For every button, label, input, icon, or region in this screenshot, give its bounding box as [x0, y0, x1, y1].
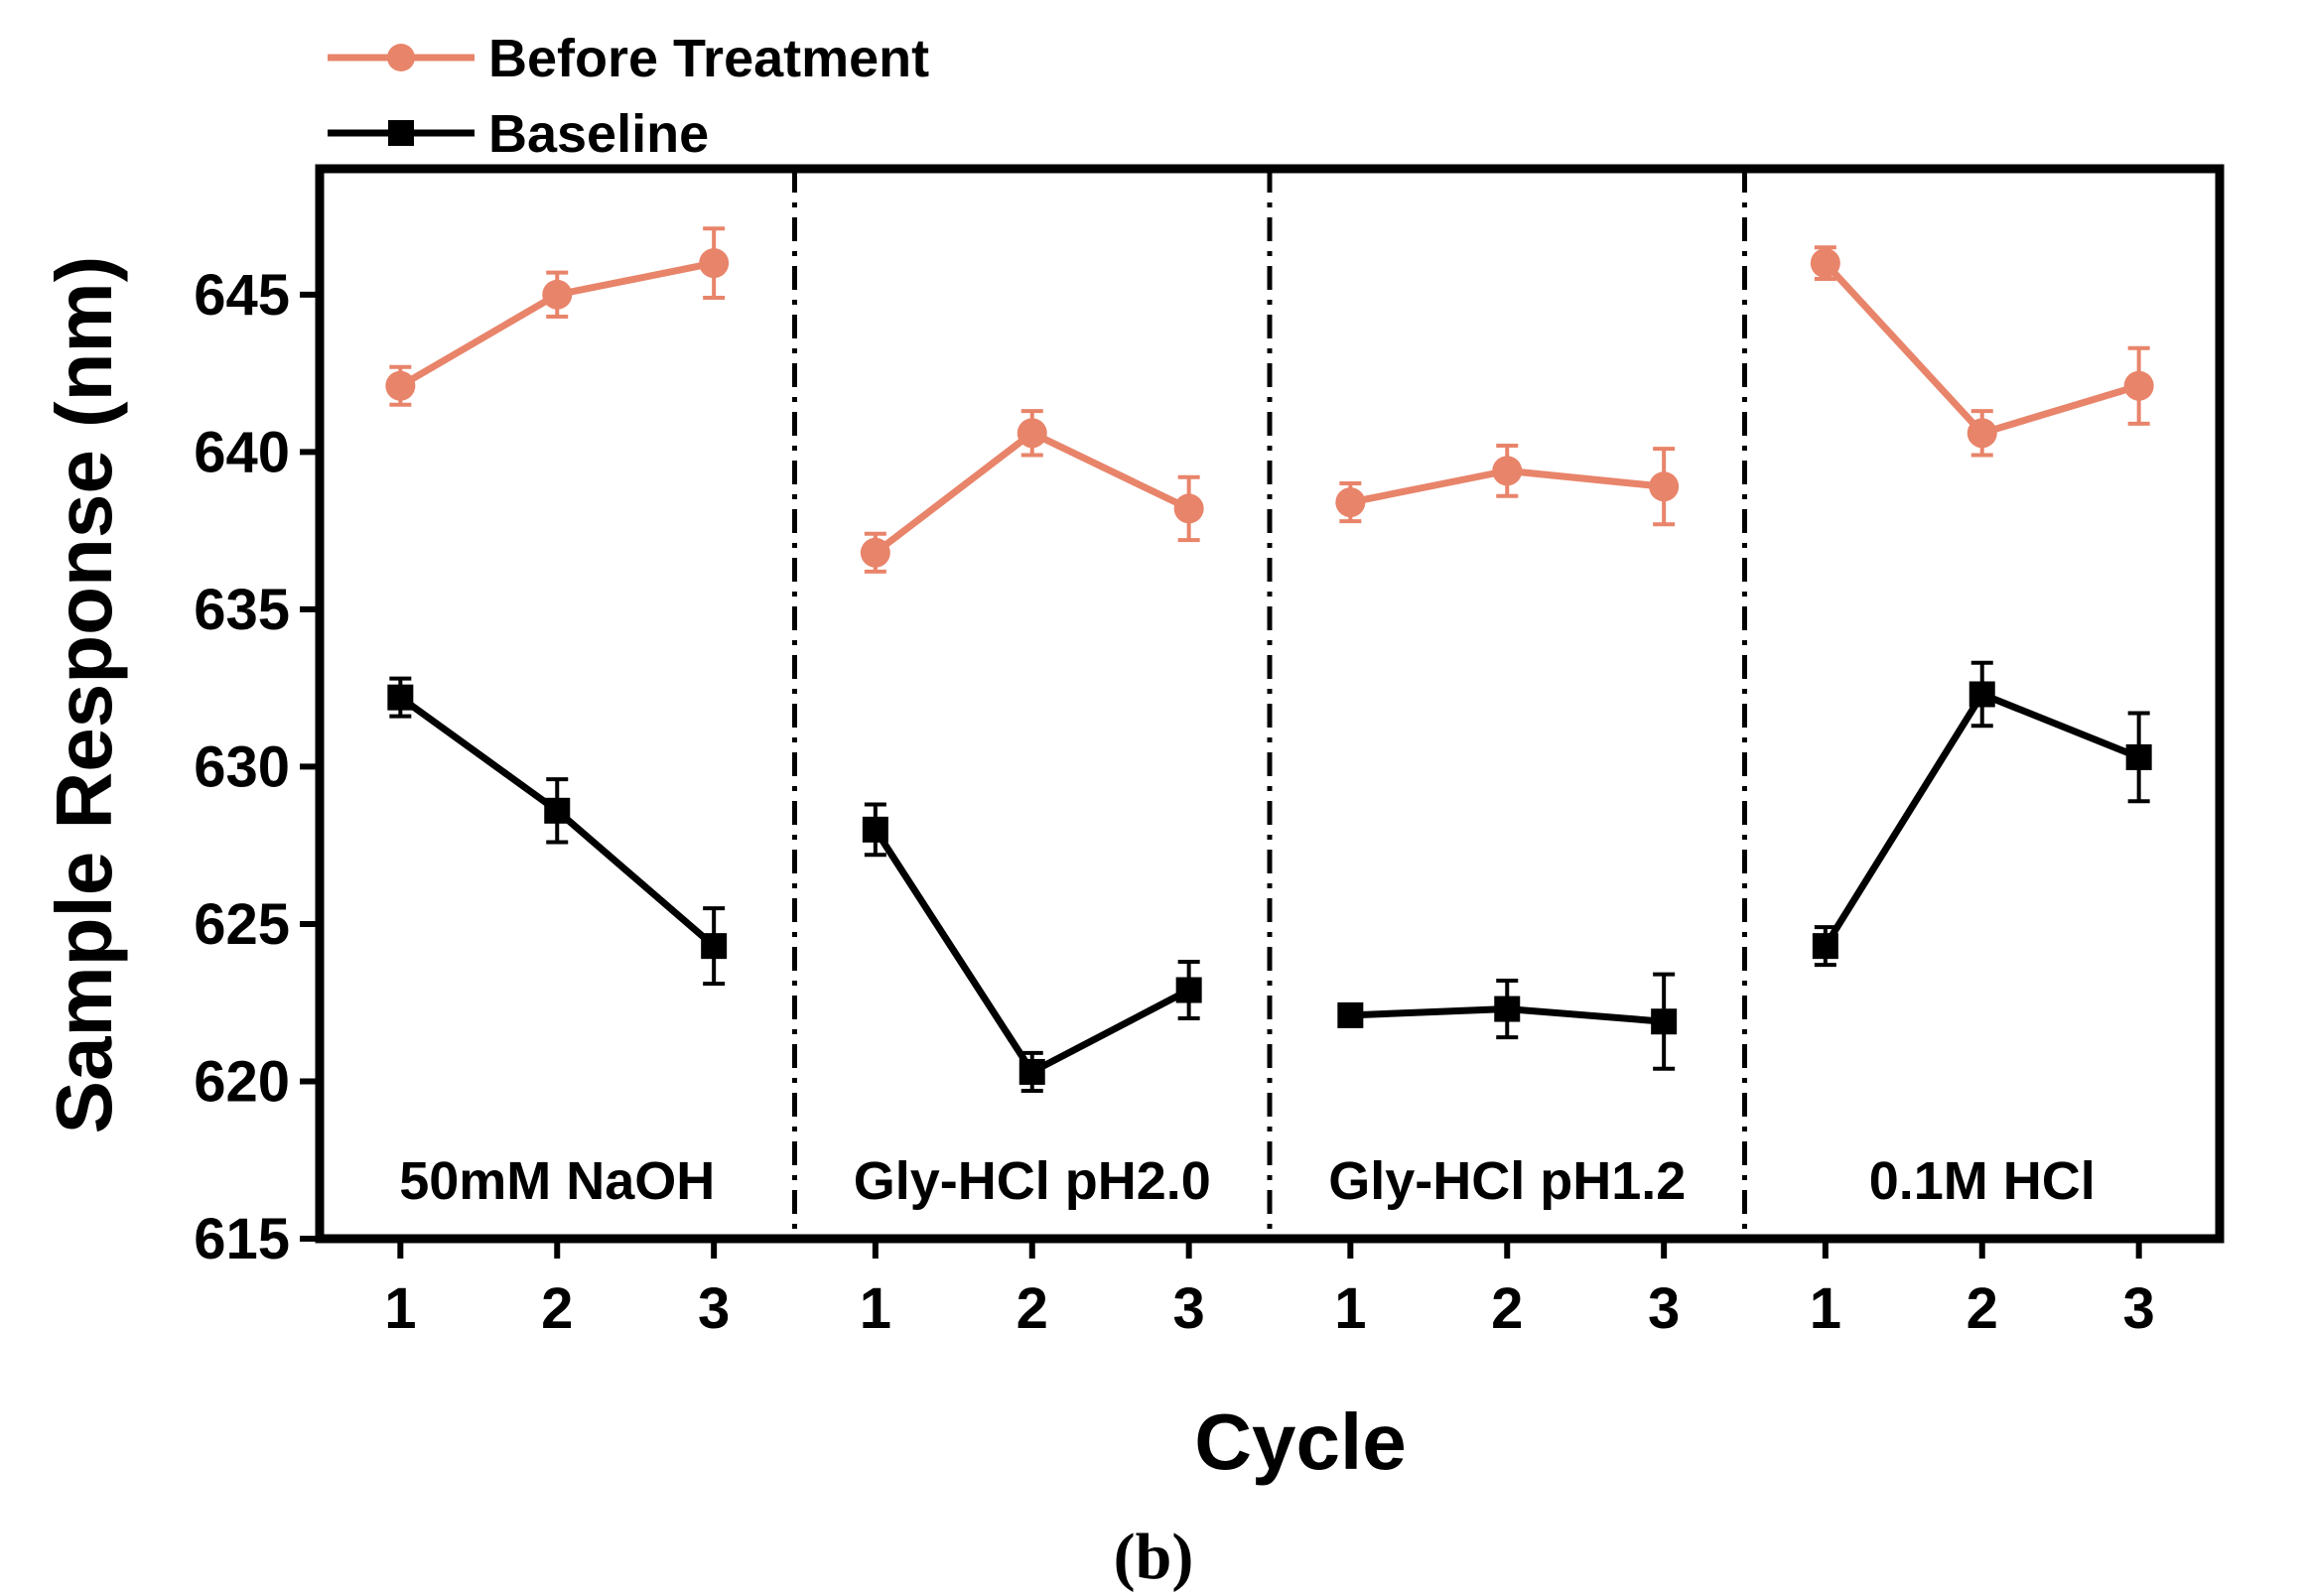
data-point: [1968, 681, 1995, 708]
x-tick-label: 2: [1017, 1276, 1048, 1341]
series-line: [1822, 690, 2140, 948]
data-point: [1335, 487, 1366, 518]
x-tick-label: 1: [1810, 1276, 1841, 1341]
legend-marker: [388, 120, 414, 146]
plot-area: 50mM NaOH Gly-HCl pH2.0 Gly-HCl pH1.2 0.1M …: [315, 164, 2225, 1244]
series-baseline: [387, 660, 2152, 1093]
y-axis: 615 620 625 630 635 640 645: [194, 263, 320, 1271]
figure-caption: (b): [1114, 1521, 1194, 1593]
data-point: [1173, 493, 1204, 524]
series-line: [872, 827, 1191, 1076]
panel-label: 0.1M HCl: [1869, 1151, 2096, 1211]
legend-label: Before Treatment: [488, 29, 929, 88]
x-tick-label: 2: [1967, 1276, 1998, 1341]
x-tick-label: 1: [384, 1276, 416, 1341]
data-point: [1018, 1058, 1045, 1085]
x-tick-label: 1: [860, 1276, 891, 1341]
data-point: [542, 279, 573, 310]
y-tick-label: 635: [194, 578, 290, 642]
legend: Before Treatment Baseline: [328, 29, 929, 164]
x-tick-label: 3: [1173, 1276, 1205, 1341]
data-point: [1337, 1001, 1364, 1028]
data-point: [701, 933, 728, 960]
panel-label: Gly-HCl pH1.2: [1328, 1151, 1686, 1211]
y-axis-title: Sample Response (nm): [40, 256, 128, 1134]
x-tick-label: 2: [541, 1276, 573, 1341]
data-point: [1017, 418, 1047, 449]
legend-item: Baseline: [328, 104, 709, 164]
y-tick-label: 625: [194, 892, 290, 957]
data-point: [1967, 418, 1997, 449]
data-point: [699, 248, 730, 279]
y-tick-label: 645: [194, 263, 290, 328]
y-tick-label: 620: [194, 1049, 290, 1114]
panel-label: Gly-HCl pH2.0: [854, 1151, 1211, 1211]
data-point: [1649, 471, 1680, 502]
legend-label: Baseline: [488, 104, 709, 164]
x-tick-label: 3: [698, 1276, 730, 1341]
data-point: [1175, 977, 1202, 1003]
x-axis: 1 2 3 1 2 3 1 2 3 1 2 3: [384, 1239, 2155, 1341]
panel-label: 50mM NaOH: [399, 1151, 715, 1211]
data-point: [862, 816, 888, 843]
data-point: [2125, 743, 2152, 770]
data-point: [387, 684, 414, 711]
data-point: [385, 370, 416, 401]
data-point: [860, 537, 890, 568]
y-tick-label: 630: [194, 734, 290, 799]
series-line: [1823, 260, 2140, 437]
data-point: [1651, 1008, 1678, 1035]
x-tick-label: 1: [1334, 1276, 1366, 1341]
y-tick-label: 615: [194, 1207, 290, 1271]
y-tick-label: 640: [194, 420, 290, 484]
legend-item: Before Treatment: [328, 29, 929, 88]
data-point: [1812, 933, 1838, 960]
x-tick-label: 3: [2123, 1276, 2155, 1341]
legend-marker: [387, 44, 415, 71]
x-tick-label: 2: [1491, 1276, 1523, 1341]
data-point: [544, 797, 571, 824]
data-point: [1492, 456, 1523, 486]
data-point: [2123, 370, 2154, 401]
data-point: [1810, 248, 1840, 279]
x-axis-title: Cycle: [1194, 1397, 1406, 1486]
data-point: [1494, 996, 1521, 1022]
series-before-treatment: [385, 226, 2154, 574]
x-tick-label: 3: [1648, 1276, 1680, 1341]
